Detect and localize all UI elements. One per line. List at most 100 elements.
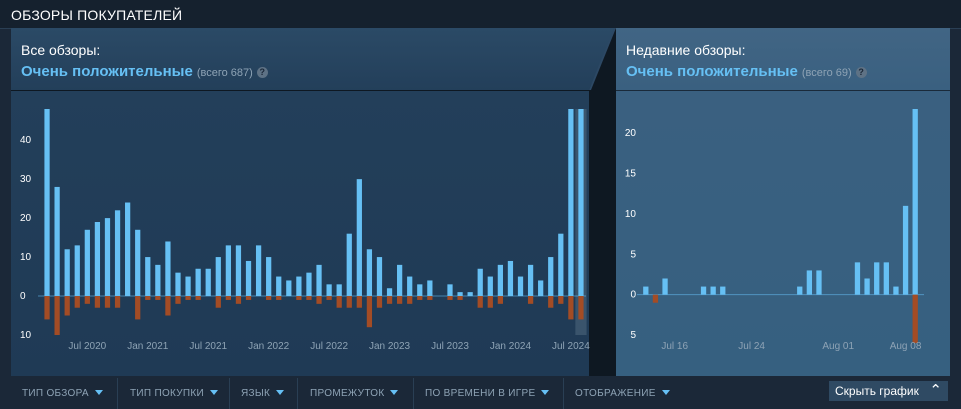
negative-bar: [185, 296, 191, 300]
positive-bar: [235, 245, 242, 297]
filter-label: ПО ВРЕМЕНИ В ИГРЕ: [425, 388, 536, 399]
negative-bar: [346, 296, 352, 308]
negative-bar: [527, 296, 534, 304]
positive-bar: [720, 286, 726, 295]
positive-bar: [700, 286, 707, 295]
filter-separator: [413, 378, 414, 409]
x-tick-label: Jan 2021: [127, 341, 169, 352]
positive-bar: [114, 210, 121, 297]
y-tick-label: 20: [625, 128, 637, 139]
positive-bar: [477, 268, 483, 297]
filter-review-type[interactable]: ТИП ОБЗОРА: [22, 378, 103, 409]
negative-bar: [356, 296, 362, 308]
negative-bar: [276, 296, 282, 300]
x-tick-label: Jul 2024: [552, 341, 590, 352]
negative-bar: [497, 296, 503, 304]
positive-bar: [296, 276, 302, 297]
positive-bar: [643, 286, 649, 295]
recent-count: (всего 69): [801, 67, 852, 79]
negative-bar: [266, 296, 272, 300]
filter-playtime[interactable]: ПО ВРЕМЕНИ В ИГРЕ: [425, 378, 550, 409]
positive-bar: [883, 262, 889, 295]
positive-bar: [797, 286, 803, 295]
y-tick-label: 10: [20, 252, 32, 263]
positive-bar: [467, 292, 473, 297]
positive-bar: [397, 264, 403, 297]
filter-separator: [563, 378, 564, 409]
recent-reviews-chart[interactable]: 20 15 10 5 0 5 Jul 16 Jul 24 Aug 01 Aug 08: [616, 91, 950, 378]
overall-summary-text[interactable]: Очень положительные: [21, 63, 193, 80]
y-tick-label: 20: [20, 213, 32, 224]
x-tick-label: Jan 2024: [490, 341, 532, 352]
positive-bar: [74, 245, 80, 297]
positive-bar: [662, 278, 668, 295]
filter-purchase-type[interactable]: ТИП ПОКУПКИ: [130, 378, 219, 409]
positive-bar: [185, 276, 191, 297]
y-tick-label: 5: [630, 330, 636, 341]
filter-display[interactable]: ОТОБРАЖЕНИЕ: [575, 378, 670, 409]
dropdown-arrow-icon: [390, 390, 399, 395]
x-tick-label: Jul 16: [661, 341, 688, 352]
y-tick-label: 15: [625, 169, 637, 180]
negative-bar: [477, 296, 483, 308]
negative-bar: [336, 296, 342, 308]
filter-language[interactable]: ЯЗЫК: [241, 378, 285, 409]
positive-bar: [326, 284, 332, 297]
question-icon[interactable]: ?: [256, 67, 268, 78]
positive-bar: [64, 249, 70, 297]
positive-bar: [346, 233, 352, 297]
dropdown-arrow-icon: [94, 390, 103, 395]
positive-bar: [407, 276, 413, 297]
positive-bar: [165, 241, 171, 297]
reviews-header: ОБЗОРЫ ПОКУПАТЕЛЕЙ: [0, 0, 961, 29]
positive-bar: [376, 257, 383, 297]
positive-bar: [893, 286, 899, 295]
positive-bar: [316, 264, 322, 297]
overall-label: Все обзоры:: [21, 42, 101, 58]
negative-bar: [558, 296, 564, 304]
recent-summary-text[interactable]: Очень положительные: [626, 63, 798, 80]
hide-graph-button[interactable]: Скрыть график ⌃: [829, 381, 948, 401]
negative-bar: [114, 296, 121, 308]
filter-label: ОТОБРАЖЕНИЕ: [575, 388, 656, 399]
negative-bar: [225, 296, 231, 300]
recent-summary[interactable]: Очень положительные (всего 69)?: [626, 63, 867, 80]
negative-bar: [407, 296, 413, 304]
x-tick-label: Jul 2023: [431, 341, 469, 352]
positive-bar: [578, 109, 584, 297]
positive-bar: [447, 284, 453, 297]
positive-bar: [255, 245, 262, 297]
positive-bar: [245, 260, 252, 297]
positive-bar: [864, 278, 870, 295]
positive-bar: [912, 109, 918, 295]
negative-bar: [135, 296, 141, 320]
negative-bar: [427, 296, 433, 300]
positive-bar: [854, 262, 861, 295]
filter-label: ТИП ОБЗОРА: [22, 388, 89, 399]
positive-bar: [155, 264, 161, 297]
filter-separator: [229, 378, 230, 409]
negative-bar: [175, 296, 181, 304]
y-tick-label: 10: [625, 209, 637, 220]
dropdown-arrow-icon: [661, 390, 670, 395]
filter-label: ТИП ПОКУПКИ: [130, 388, 205, 399]
positive-bar: [286, 280, 292, 297]
overall-divider: [11, 90, 589, 91]
overall-summary[interactable]: Очень положительные (всего 687)?: [21, 63, 268, 80]
negative-bar: [447, 296, 453, 300]
positive-bar: [94, 222, 101, 297]
negative-bar: [94, 296, 101, 308]
filter-date-range[interactable]: ПРОМЕЖУТОК: [310, 378, 399, 409]
negative-bar: [316, 296, 322, 304]
positive-bar: [527, 264, 534, 297]
negative-bar: [235, 296, 242, 304]
y-tick-label: 5: [630, 249, 636, 260]
question-icon[interactable]: ?: [855, 67, 867, 78]
dropdown-arrow-icon: [541, 390, 550, 395]
overall-reviews-chart[interactable]: 40 30 20 10 0 10 Jul 2020 Jan 2021 Jul 2021 Jan 2…: [11, 91, 590, 378]
negative-bar: [487, 296, 493, 308]
negative-bar: [195, 296, 201, 300]
positive-bar: [356, 179, 362, 297]
y-tick-label: 10: [20, 330, 32, 341]
negative-bar: [145, 296, 151, 300]
